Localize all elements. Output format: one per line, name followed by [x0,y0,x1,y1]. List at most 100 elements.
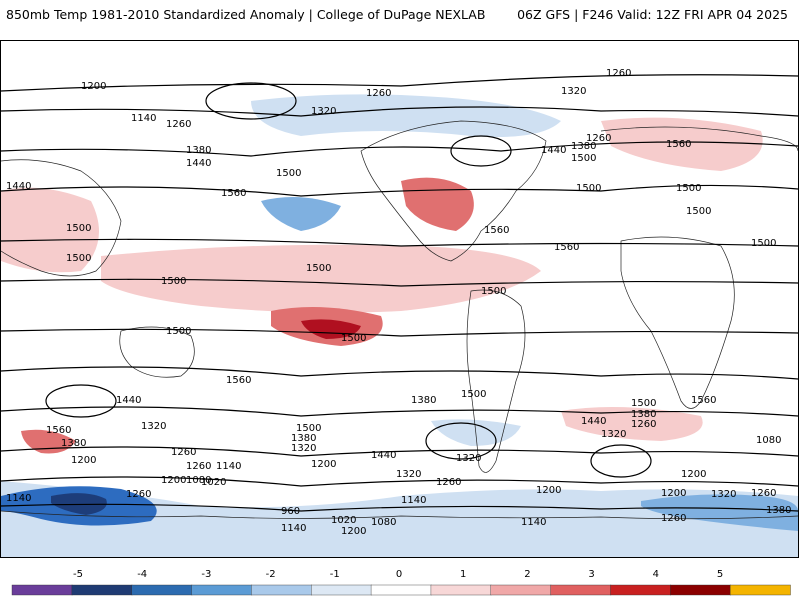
contour-label: 1320 [711,489,736,500]
contour-label: 1260 [661,513,686,524]
contour-label: 1020 [201,477,226,488]
contour-1440-north [1,141,798,157]
anomaly-area-pos-europe [601,117,763,171]
contour-label: 1380 [291,433,316,444]
map-title: 850mb Temp 1981-2010 Standardized Anomal… [6,7,486,22]
colorbar-swatch [71,584,133,596]
coastline-australia [119,326,195,378]
contour-label: 1080 [371,517,396,528]
colorbar: -5 -4 -3 -2 -1 0 1 2 3 4 5 [11,569,791,596]
contour-label: 1500 [481,286,506,297]
contour-label: 1260 [751,488,776,499]
coastline-africa [620,236,735,409]
contour-label: 1260 [186,461,211,472]
contour-label: 1440 [186,158,211,169]
contour-label: 1560 [691,395,716,406]
contour-label: 1380 [186,145,211,156]
anomaly-area-pos-tropics [101,244,541,313]
contour-closed-south-pacific [45,384,117,418]
contour-labels: 1200 1140 1260 1320 1380 1440 1500 1560 … [6,68,791,537]
contour-label: 1320 [396,469,421,480]
height-contours [1,74,798,512]
contour-label: 1200 [81,81,106,92]
contour-label: 1500 [66,223,91,234]
contour-label: 1140 [521,517,546,528]
contour-label: 1320 [561,86,586,97]
contour-label: 1500 [341,333,366,344]
colorbar-swatch [191,584,253,596]
contour-label: 1140 [401,495,426,506]
anomaly-area-neg-pacific-north [261,197,341,231]
anomaly-map: 1200 1140 1260 1320 1380 1440 1500 1560 … [1,68,798,557]
contour-label: 1500 [66,253,91,264]
colorbar-swatch [729,584,791,596]
colorbar-swatch [251,584,312,596]
contour-label: 1320 [141,421,166,432]
colorbar-tick-label: 5 [717,569,723,580]
contour-label: 1140 [6,493,31,504]
contour-label: 1080 [756,435,781,446]
colorbar-swatch [11,584,73,596]
contour-1200-south [1,476,798,487]
coastline-north-america [360,120,547,262]
contour-label: 1200 [341,526,366,537]
contour-label: 1320 [291,443,316,454]
contour-label: 1500 [571,153,596,164]
contour-label: 1320 [601,429,626,440]
contour-label: 1380 [61,438,86,449]
contour-1440-south [1,406,798,417]
anomaly-area-pos-asia [1,187,99,273]
colorbar-swatch [370,584,432,596]
colorbar-tick-label: 4 [653,569,659,580]
map-panel[interactable]: 1200 1140 1260 1320 1380 1440 1500 1560 … [0,40,799,558]
colorbar-swatch [550,584,612,596]
contour-label: 1140 [131,113,156,124]
contour-label: 1200 [71,455,96,466]
contour-label: 1020 [331,515,356,526]
contour-label: 1500 [751,238,776,249]
contour-label: 1500 [631,398,656,409]
contour-label: 1500 [296,423,321,434]
colorbar-swatch [131,584,193,596]
colorbar-tick-label: -4 [137,569,147,580]
contour-label: 1500 [161,276,186,287]
contour-label: 1560 [221,188,246,199]
contour-label: 1380 [571,141,596,152]
contour-1320-north [1,106,798,117]
contour-label: 1440 [371,450,396,461]
contour-1560-subtropics [1,238,798,247]
contour-label: 1380 [411,395,436,406]
anomaly-area-pos-indian-ocean [561,407,703,441]
contour-closed-north-pacific [205,82,297,120]
contour-label: 1140 [281,523,306,534]
contour-label: 1440 [541,145,566,156]
contour-closed-north-america [450,135,512,167]
contour-label: 1380 [766,505,791,516]
colorbar-swatch [430,584,492,596]
anomaly-shading [1,94,798,557]
contour-label: 960 [281,506,300,517]
coastline-eurasia-east [600,126,798,152]
contour-label: 1500 [306,263,331,274]
contour-1320-south [1,446,798,457]
contour-1140-south [1,503,798,512]
contour-label: 1440 [116,395,141,406]
contour-label: 1500 [686,206,711,217]
contour-label: 1560 [666,139,691,150]
contour-label: 1200 [311,459,336,470]
anomaly-area-neg-south [1,481,798,557]
contour-label: 1320 [456,453,481,464]
contour-1500-north [1,184,798,197]
contour-label: 1500 [676,183,701,194]
contour-label: 1260 [171,447,196,458]
contour-label: 1260 [126,489,151,500]
colorbar-tick-label: -1 [330,569,340,580]
contour-1500-tropics-north [1,278,798,287]
contour-1260-north [1,74,798,92]
contour-closed-indian-ocean [590,444,652,478]
contour-label: 1320 [311,106,336,117]
contour-label: 1200 [536,485,561,496]
colorbar-tick-label: 3 [588,569,594,580]
contour-label: 1200 [661,488,686,499]
contour-1560-south [1,366,798,380]
